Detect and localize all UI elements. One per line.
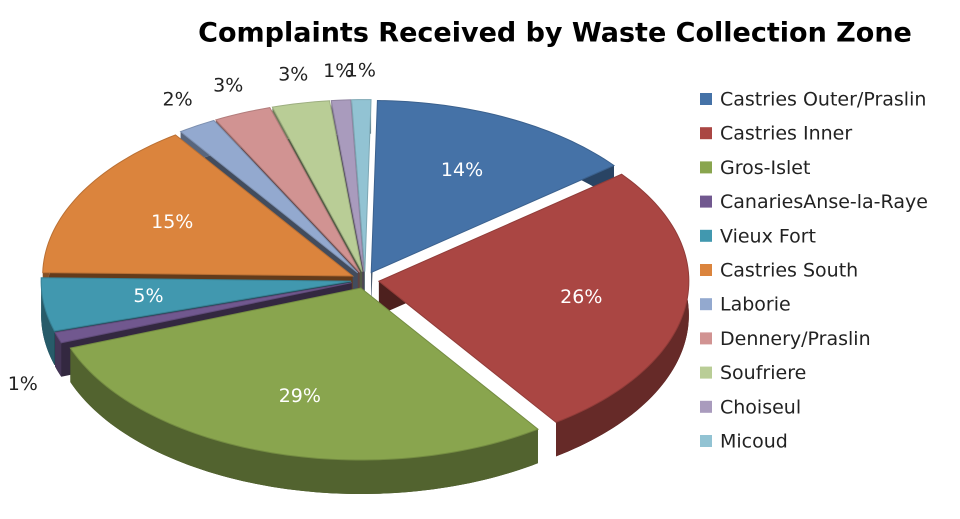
legend-swatch [700, 161, 712, 174]
data-label: 14% [441, 159, 483, 181]
legend-label: Soufriere [720, 362, 806, 384]
data-label: 1% [323, 60, 353, 82]
legend-label: Laborie [720, 294, 791, 316]
legend-swatch [700, 229, 712, 242]
pie-slice [377, 173, 690, 423]
legend-label: Castries South [720, 260, 858, 282]
legend-swatch [700, 435, 712, 447]
slice-wall [41, 277, 55, 366]
legend-label: Choiseul [720, 396, 801, 418]
legend-swatch [700, 195, 712, 208]
pie-slice [42, 134, 355, 277]
legend-label: Castries Outer/Praslin [720, 89, 926, 111]
legend-label: Micoud [720, 431, 788, 453]
slice-wall [55, 332, 62, 377]
legend-label: Vieux Fort [720, 225, 816, 247]
pie-tops [40, 99, 690, 461]
data-label: 3% [278, 63, 308, 85]
chart-title: Complaints Received by Waste Collection … [198, 18, 912, 49]
data-label: 3% [213, 74, 243, 96]
legend-swatch [700, 400, 712, 413]
pie-slice [214, 107, 361, 273]
pie-slice [330, 99, 365, 272]
data-label: 26% [560, 286, 602, 308]
pie-slice [370, 99, 616, 274]
pie-slice [351, 99, 372, 272]
data-label: 1% [346, 59, 376, 81]
data-label: 2% [163, 89, 193, 111]
slice-wall [70, 348, 538, 495]
legend-swatch [700, 264, 712, 276]
legend-swatch [700, 366, 712, 379]
pie-slice [40, 277, 352, 332]
legend-label: CanariesAnse-la-Raye [720, 191, 928, 213]
legend-label: Dennery/Praslin [720, 328, 871, 350]
data-label: 15% [151, 211, 193, 233]
data-label: 1% [8, 373, 38, 395]
pie-slice [271, 100, 363, 273]
pie-slice [54, 282, 352, 344]
pie-slice [69, 287, 539, 461]
data-label: 29% [279, 385, 321, 407]
slice-wall [556, 174, 689, 457]
pie-slice [179, 119, 359, 274]
legend-swatch [700, 332, 712, 345]
legend-label: Gros-Islet [720, 157, 810, 179]
legend-label: Castries Inner [720, 123, 852, 145]
data-label: 5% [133, 285, 163, 307]
legend-swatch [700, 127, 712, 140]
legend-swatch [700, 93, 712, 105]
legend-swatch [700, 298, 712, 311]
